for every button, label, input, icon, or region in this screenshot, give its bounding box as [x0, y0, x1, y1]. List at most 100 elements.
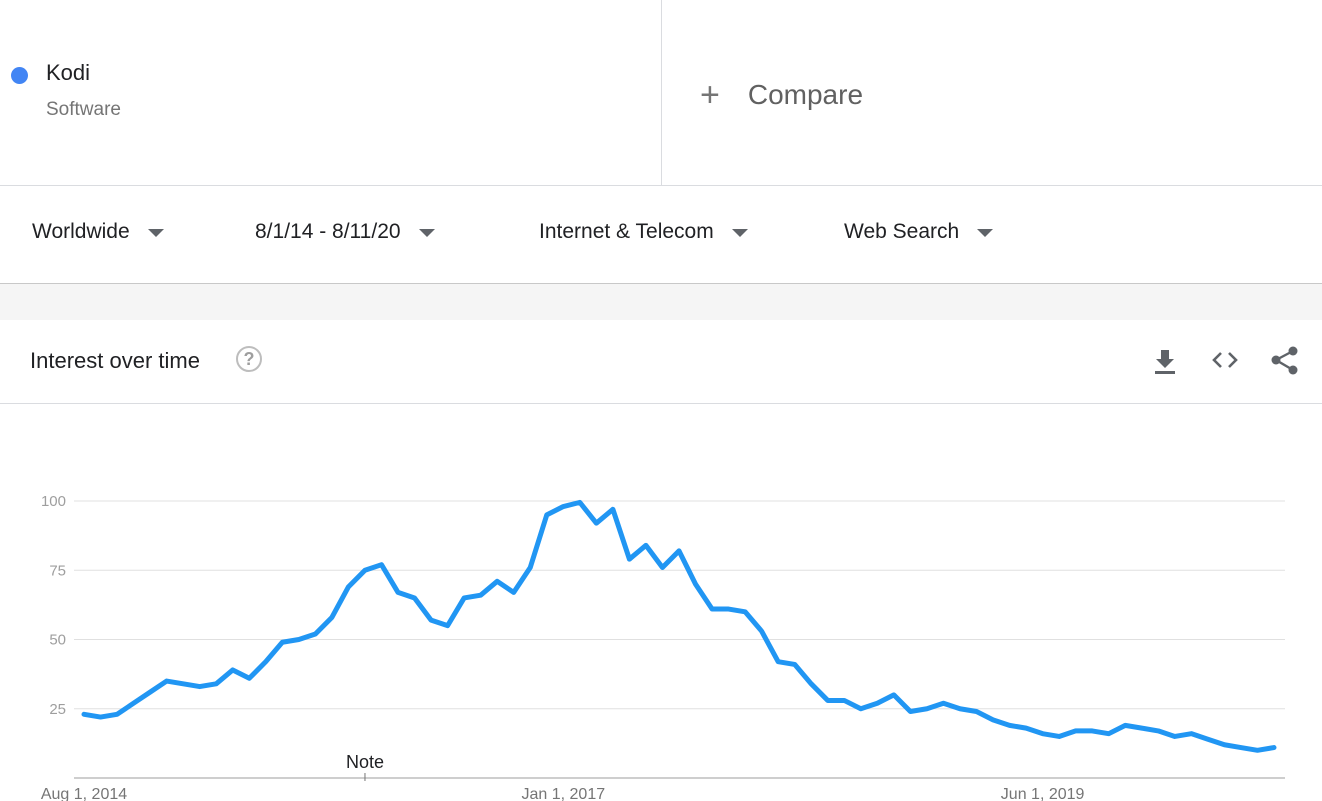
x-tick-label: Aug 1, 2014 [41, 786, 127, 801]
share-icon[interactable] [1269, 344, 1301, 376]
data-point [594, 521, 599, 526]
section-spacer [0, 284, 1322, 320]
data-point [858, 706, 863, 711]
compare-label: Compare [747, 79, 864, 110]
data-point [462, 595, 467, 600]
data-point [610, 507, 615, 512]
data-point [677, 548, 682, 553]
search-term-card[interactable]: Kodi Software [0, 0, 661, 186]
data-point [1123, 723, 1128, 728]
data-point [1238, 745, 1243, 750]
data-point [842, 698, 847, 703]
compare-button[interactable]: + Compare [700, 73, 863, 117]
data-point [1222, 742, 1227, 747]
data-point [495, 579, 500, 584]
time-range-filter-dropdown[interactable]: 8/1/14 - 8/11/20 [255, 220, 435, 244]
category-filter-label: Internet & Telecom [539, 220, 714, 243]
data-point [792, 662, 797, 667]
data-point [362, 568, 367, 573]
data-point [924, 706, 929, 711]
x-tick-label: Jun 1, 2019 [1001, 786, 1085, 801]
data-point [743, 609, 748, 614]
data-point [379, 562, 384, 567]
data-point [991, 717, 996, 722]
data-point [577, 500, 582, 505]
data-point [710, 607, 715, 612]
data-point [296, 637, 301, 642]
data-point [148, 690, 153, 695]
data-point [1189, 731, 1194, 736]
data-point [759, 629, 764, 634]
time-range-filter-label: 8/1/14 - 8/11/20 [255, 220, 401, 243]
data-point [181, 681, 186, 686]
y-tick-label: 75 [49, 562, 66, 579]
data-point [478, 593, 483, 598]
search-term-category: Software [46, 99, 121, 120]
data-point [809, 681, 814, 686]
line-chart: 25 50 75 100 Aug 1, 2014 Jan 1, 2017 Jun 1, 20… [41, 493, 1285, 801]
help-icon[interactable]: ? [236, 346, 262, 372]
data-point [115, 712, 120, 717]
y-tick-label: 50 [49, 632, 66, 649]
search-type-filter-dropdown[interactable]: Web Search [844, 220, 994, 244]
divider [661, 0, 662, 186]
data-point [396, 590, 401, 595]
series-color-dot [11, 67, 28, 84]
data-point [660, 565, 665, 570]
data-point [445, 623, 450, 628]
y-tick-label: 25 [49, 701, 66, 718]
data-point [544, 512, 549, 517]
data-point [825, 698, 830, 703]
data-point [131, 701, 136, 706]
data-point [280, 640, 285, 645]
interest-over-time-header: Interest over time ? [0, 320, 1322, 404]
filter-bar: Worldwide 8/1/14 - 8/11/20 Internet & Te… [0, 186, 1322, 284]
data-point [776, 659, 781, 664]
caret-down-icon [977, 229, 994, 237]
data-point [1156, 728, 1161, 733]
data-point [1057, 734, 1062, 739]
data-point [412, 595, 417, 600]
data-point [726, 607, 731, 612]
region-filter-dropdown[interactable]: Worldwide [32, 220, 164, 244]
data-point [197, 684, 202, 689]
data-point [1073, 728, 1078, 733]
download-icon[interactable] [1149, 344, 1181, 376]
data-point [230, 667, 235, 672]
data-point [1255, 748, 1260, 753]
data-point [511, 590, 516, 595]
data-point [429, 618, 434, 623]
data-point [98, 715, 103, 720]
category-filter-dropdown[interactable]: Internet & Telecom [539, 220, 748, 244]
data-point [313, 631, 318, 636]
plus-icon: + [700, 76, 720, 114]
data-point [974, 709, 979, 714]
data-point [82, 712, 87, 717]
caret-down-icon [418, 229, 435, 237]
data-point [214, 681, 219, 686]
data-point [1205, 737, 1210, 742]
data-point [247, 676, 252, 681]
data-point [1090, 728, 1095, 733]
data-point [908, 709, 913, 714]
data-point [164, 679, 169, 684]
data-point [1040, 731, 1045, 736]
card-title: Interest over time [30, 348, 200, 373]
annotation-note-label: Note [346, 752, 384, 772]
data-point [1272, 745, 1277, 750]
data-point [875, 701, 880, 706]
data-point [1172, 734, 1177, 739]
data-point [957, 706, 962, 711]
data-point [891, 692, 896, 697]
data-point [941, 701, 946, 706]
data-point [263, 659, 268, 664]
data-point [643, 543, 648, 548]
data-point [329, 615, 334, 620]
data-point [1007, 723, 1012, 728]
caret-down-icon [731, 229, 748, 237]
search-term-name[interactable]: Kodi [46, 60, 91, 85]
embed-code-icon[interactable] [1209, 344, 1241, 376]
caret-down-icon [147, 229, 164, 237]
data-point [1024, 726, 1029, 731]
y-tick-label: 100 [41, 493, 66, 510]
